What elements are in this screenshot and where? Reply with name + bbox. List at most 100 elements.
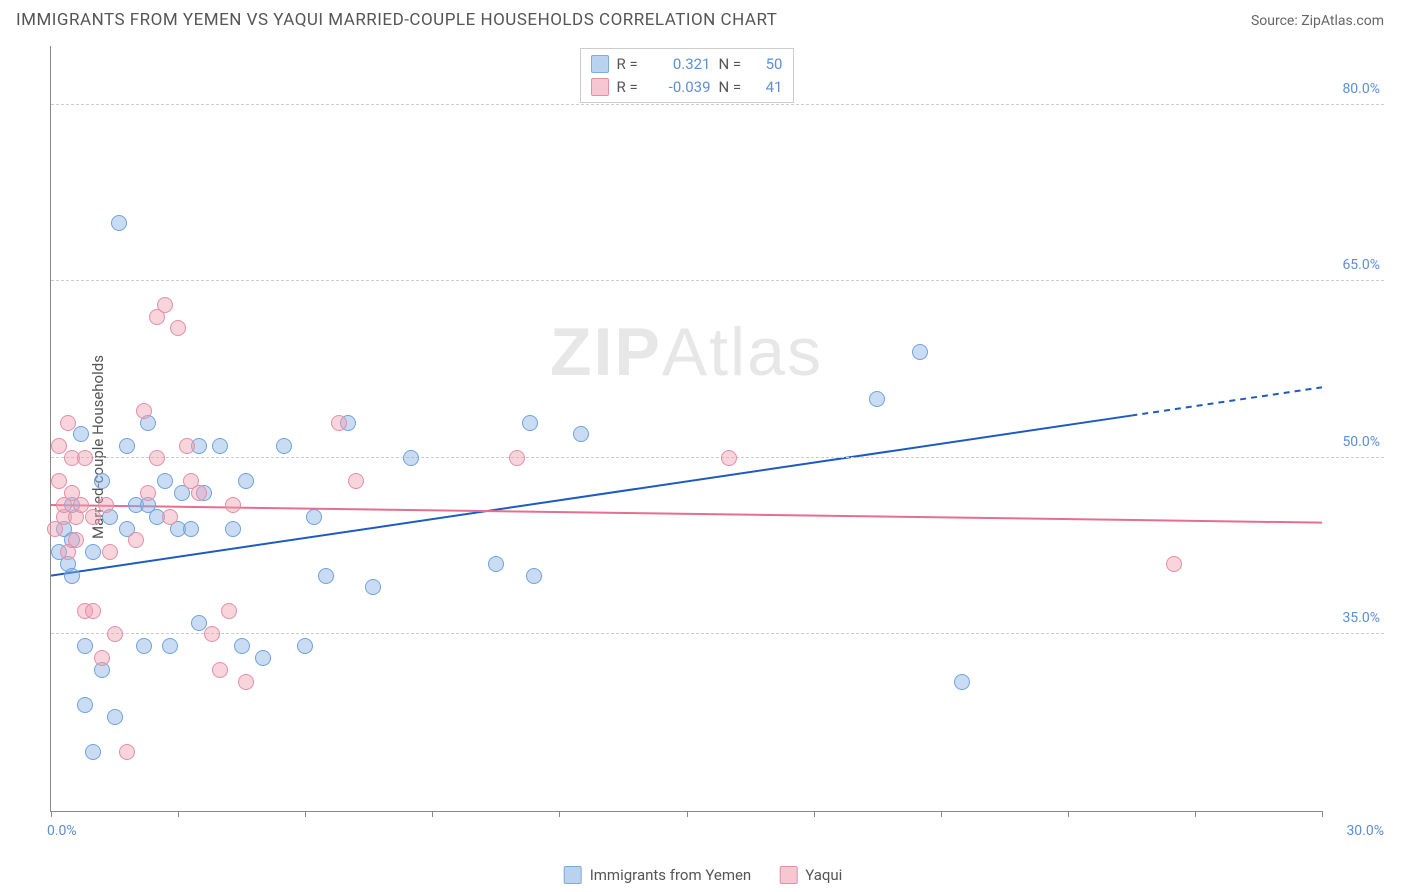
data-point [64, 568, 80, 584]
y-tick-label: 50.0% [1342, 434, 1380, 450]
y-tick-label: 35.0% [1342, 610, 1380, 626]
y-tick-label: 65.0% [1342, 257, 1380, 273]
data-point [85, 744, 101, 760]
data-point [255, 650, 271, 666]
data-point [179, 438, 195, 454]
data-point [94, 473, 110, 489]
x-tick [1322, 811, 1323, 817]
data-point [318, 568, 334, 584]
data-point [111, 215, 127, 231]
gridline [51, 457, 1384, 458]
legend-row-series-1: R = 0.321 N = 50 [591, 53, 783, 76]
data-point [403, 450, 419, 466]
data-point [85, 509, 101, 525]
data-point [68, 532, 84, 548]
data-point [98, 497, 114, 513]
data-point [191, 615, 207, 631]
data-point [85, 603, 101, 619]
data-point [85, 544, 101, 560]
y-tick-label: 80.0% [1342, 81, 1380, 97]
series-legend: Immigrants from Yemen Yaqui [564, 866, 843, 884]
data-point [204, 626, 220, 642]
x-tick [1195, 811, 1196, 817]
watermark: ZIPAtlas [550, 313, 823, 391]
gridline [51, 104, 1384, 105]
chart-title: IMMIGRANTS FROM YEMEN VS YAQUI MARRIED-C… [16, 10, 777, 30]
data-point [331, 415, 347, 431]
data-point [488, 556, 504, 572]
data-point [60, 415, 76, 431]
plot-area: ZIPAtlas R = 0.321 N = 50 R = -0.039 N =… [50, 46, 1322, 812]
data-point [954, 674, 970, 690]
data-point [162, 638, 178, 654]
data-point [212, 662, 228, 678]
data-point [238, 674, 254, 690]
x-tick [814, 811, 815, 817]
data-point [162, 509, 178, 525]
x-tick [1068, 811, 1069, 817]
x-tick [432, 811, 433, 817]
data-point [212, 438, 228, 454]
data-point [77, 638, 93, 654]
data-point [107, 709, 123, 725]
data-point [225, 521, 241, 537]
legend-bottom-swatch-2 [779, 866, 797, 884]
data-point [107, 626, 123, 642]
data-point [170, 320, 186, 336]
correlation-legend: R = 0.321 N = 50 R = -0.039 N = 41 [580, 48, 794, 103]
legend-bottom-swatch-1 [564, 866, 582, 884]
data-point [509, 450, 525, 466]
data-point [225, 497, 241, 513]
data-point [297, 638, 313, 654]
gridline [51, 633, 1384, 634]
x-tick [687, 811, 688, 817]
legend-row-series-2: R = -0.039 N = 41 [591, 76, 783, 99]
data-point [912, 344, 928, 360]
x-tick-label: 30.0% [1346, 823, 1384, 839]
data-point [869, 391, 885, 407]
data-point [102, 544, 118, 560]
data-point [221, 603, 237, 619]
x-tick [305, 811, 306, 817]
data-point [136, 638, 152, 654]
legend-swatch-2 [591, 78, 609, 96]
data-point [157, 297, 173, 313]
data-point [365, 579, 381, 595]
x-tick [941, 811, 942, 817]
data-point [140, 485, 156, 501]
chart-container: Married-couple Households ZIPAtlas R = 0… [14, 46, 1384, 848]
gridline [51, 280, 1384, 281]
x-tick [178, 811, 179, 817]
legend-item-2: Yaqui [779, 866, 842, 884]
data-point [526, 568, 542, 584]
data-point [522, 415, 538, 431]
data-point [191, 485, 207, 501]
data-point [73, 497, 89, 513]
data-point [573, 426, 589, 442]
data-point [128, 532, 144, 548]
data-point [1166, 556, 1182, 572]
data-point [119, 744, 135, 760]
data-point [183, 521, 199, 537]
data-point [136, 403, 152, 419]
chart-source: Source: ZipAtlas.com [1251, 13, 1384, 29]
data-point [149, 450, 165, 466]
data-point [73, 426, 89, 442]
data-point [77, 697, 93, 713]
data-point [77, 450, 93, 466]
data-point [306, 509, 322, 525]
legend-swatch-1 [591, 55, 609, 73]
x-tick-label: 0.0% [47, 823, 77, 839]
data-point [51, 438, 67, 454]
header-bar: IMMIGRANTS FROM YEMEN VS YAQUI MARRIED-C… [0, 0, 1406, 36]
legend-item-1: Immigrants from Yemen [564, 866, 752, 884]
data-point [157, 473, 173, 489]
data-point [276, 438, 292, 454]
data-point [94, 650, 110, 666]
x-tick [51, 811, 52, 817]
data-point [238, 473, 254, 489]
data-point [234, 638, 250, 654]
data-point [348, 473, 364, 489]
trend-lines [51, 46, 1322, 811]
data-point [721, 450, 737, 466]
